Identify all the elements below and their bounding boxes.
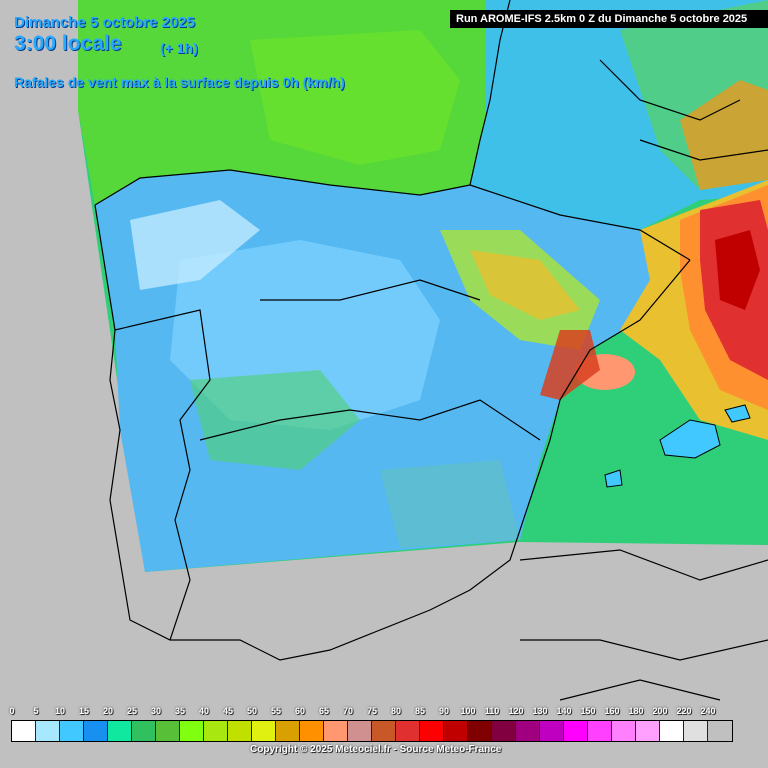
legend-label: 240 [700,706,716,716]
legend-label: 5 [33,706,39,716]
legend-swatch [60,721,84,741]
legend-label: 90 [438,706,450,716]
legend-label: 0 [9,706,15,716]
legend-swatch [300,721,324,741]
legend-label: 130 [532,706,548,716]
legend-label: 85 [414,706,426,716]
legend-label: 25 [126,706,138,716]
legend-swatch [156,721,180,741]
parameter-title: Rafales de vent max à la surface depuis … [14,74,345,90]
legend-label: 35 [174,706,186,716]
legend-color-bar [11,720,733,742]
offset-title: (+ 1h) [160,40,198,56]
date-title: Dimanche 5 octobre 2025 [14,14,195,31]
legend-swatch [516,721,540,741]
time-title: 3:00 locale [14,32,122,55]
legend-swatch [372,721,396,741]
legend-label: 180 [628,706,644,716]
legend-label: 45 [222,706,234,716]
legend-swatch [708,721,732,741]
credit-text: Copyright © 2025 Meteociel.fr - Source M… [250,744,502,755]
legend-swatch [468,721,492,741]
legend-label: 110 [484,706,500,716]
legend-label: 80 [390,706,402,716]
legend-label: 10 [54,706,66,716]
legend-label: 100 [460,706,476,716]
border-lines [94,0,768,701]
run-banner: Run AROME-IFS 2.5km 0 Z du Dimanche 5 oc… [450,10,768,28]
legend-swatch [204,721,228,741]
legend-swatch [612,721,636,741]
legend-label: 40 [198,706,210,716]
legend-swatch [492,721,516,741]
legend-swatch [684,721,708,741]
legend-swatch [252,721,276,741]
legend-label: 15 [78,706,90,716]
legend-label: 60 [294,706,306,716]
legend-swatch [660,721,684,741]
legend-swatch [36,721,60,741]
legend-label: 160 [604,706,620,716]
legend-swatch [564,721,588,741]
legend-swatch [84,721,108,741]
legend-swatch [276,721,300,741]
legend-swatch [420,721,444,741]
legend-swatch [636,721,660,741]
balearic-islands [659,419,721,459]
legend-label: 200 [652,706,668,716]
legend-swatch [348,721,372,741]
legend-label: 20 [102,706,114,716]
legend-swatch [444,721,468,741]
legend-label: 50 [246,706,258,716]
legend-swatch [396,721,420,741]
legend-label: 55 [270,706,282,716]
legend-label: 120 [508,706,524,716]
legend-swatch [324,721,348,741]
legend-swatch [588,721,612,741]
legend-label: 150 [580,706,596,716]
legend-label: 70 [342,706,354,716]
legend-label: 65 [318,706,330,716]
legend-label: 220 [676,706,692,716]
storm-core [715,230,760,310]
legend-swatch [132,721,156,741]
legend-swatch [12,721,36,741]
legend-label: 30 [150,706,162,716]
legend-label: 140 [556,706,572,716]
legend-swatch [108,721,132,741]
legend-swatch [540,721,564,741]
legend-swatch [228,721,252,741]
legend-swatch [180,721,204,741]
legend-labels: 0 5 10 15 20 25 30 35 40 45 50 55 60 65 70 75 80 85 90 100 1… [0,706,768,718]
legend-label: 75 [366,706,378,716]
